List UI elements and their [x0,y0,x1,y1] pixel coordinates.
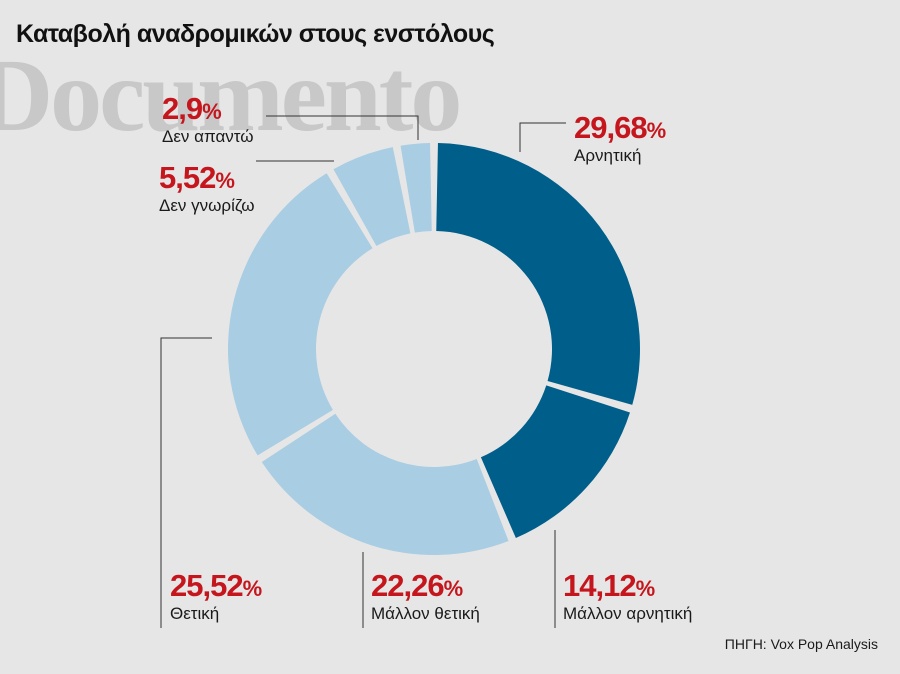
name-rather-positive: Μάλλον θετική [371,604,480,623]
watermark-logo: Documento [0,38,462,153]
value-dont-know: 5,52% [159,160,235,195]
label-rather-positive: 22,26% Μάλλον θετική [371,570,480,622]
label-positive: 25,52% Θετική [170,570,262,622]
name-no-answer: Δεν απαντώ [162,127,254,146]
leader-positive [160,337,212,628]
slice-positive [228,173,373,456]
name-rather-negative: Μάλλον αρνητική [563,604,693,623]
slice-negative [436,143,640,405]
value-negative: 29,68% [574,110,667,145]
value-positive: 25,52% [170,568,263,603]
label-no-answer: 2,9% Δεν απαντώ [162,93,254,145]
label-negative: 29,68% Αρνητική [574,112,666,164]
leader-negative [519,122,566,152]
source-note: ΠΗΓΗ: Vox Pop Analysis [724,636,878,652]
slice-dont-know [333,147,411,247]
leader-no-answer [266,115,419,140]
slice-rather-positive [261,413,509,555]
label-rather-negative: 14,12% Μάλλον αρνητική [563,570,692,622]
value-no-answer: 2,9% [162,91,222,126]
value-rather-positive: 22,26% [371,568,464,603]
value-rather-negative: 14,12% [563,568,656,603]
label-dont-know: 5,52% Δεν γνωρίζω [159,162,255,214]
chart-title: Καταβολή αναδρομικών στους ενστόλους [16,20,495,48]
slice-rather-negative [480,385,630,539]
name-negative: Αρνητική [574,146,642,165]
name-dont-know: Δεν γνωρίζω [159,196,255,215]
slice-no-answer [400,143,432,233]
name-positive: Θετική [170,604,220,623]
